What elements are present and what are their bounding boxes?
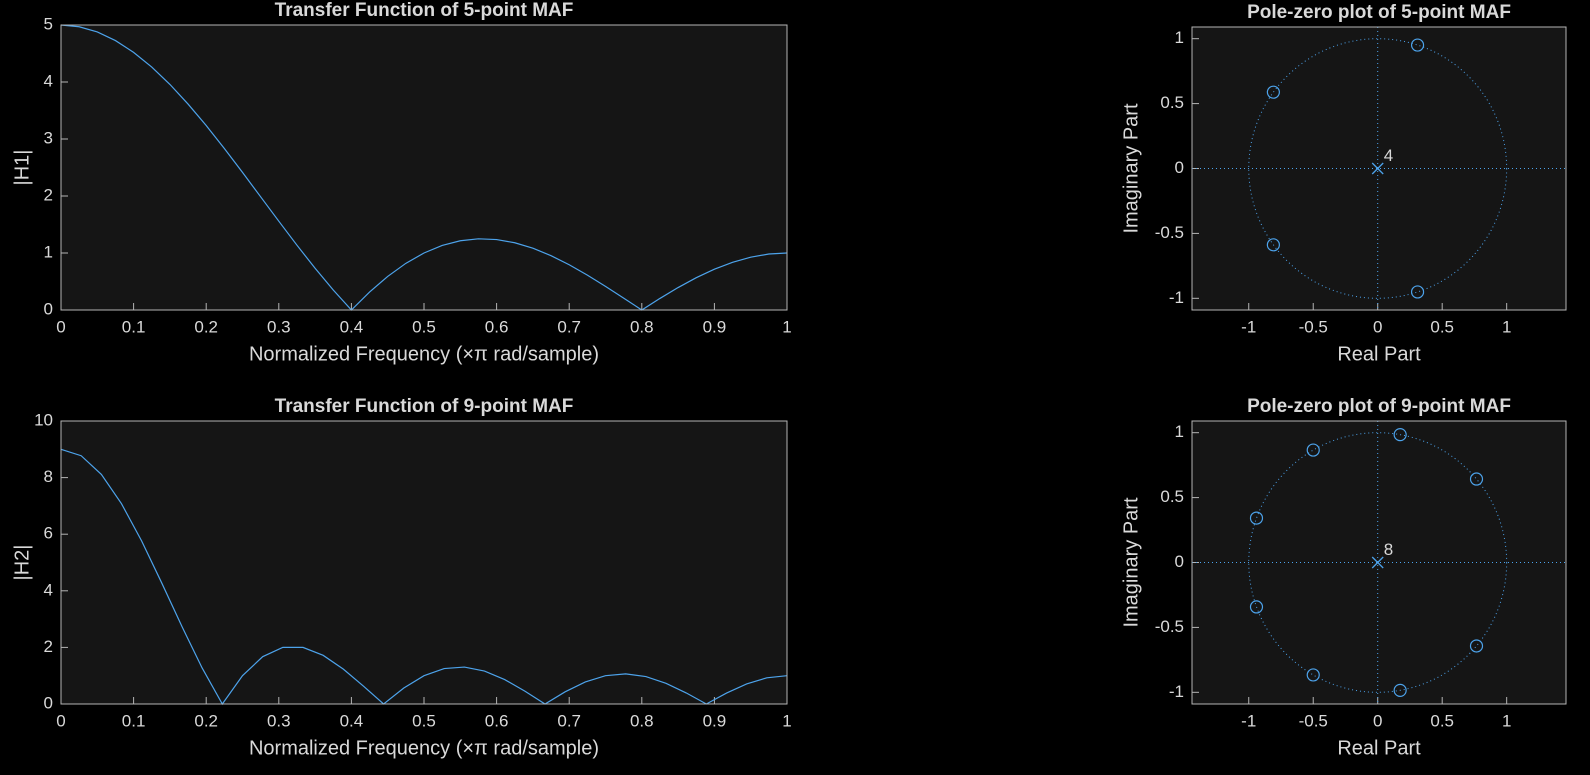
zero-marker (1469, 472, 1484, 486)
zero-marker (1393, 683, 1407, 697)
y-tick-label: 0 (44, 299, 53, 318)
zero-marker (1410, 285, 1425, 299)
y-tick-label: 2 (44, 637, 53, 656)
x-tick-label: 0.3 (267, 317, 291, 336)
x-tick-label: 0.6 (485, 711, 509, 730)
y-tick-label: 1 (1175, 422, 1184, 441)
zero-marker (1469, 639, 1484, 653)
zero-marker (1393, 428, 1407, 442)
y-tick-label: 5 (44, 14, 53, 33)
y-tick-label: -0.5 (1155, 223, 1184, 242)
x-tick-label: 0 (56, 711, 65, 730)
axes-box (1191, 26, 1567, 311)
y-tick-label: 8 (44, 467, 53, 486)
x-tick-label: 0.7 (557, 711, 581, 730)
unit-circle (1248, 432, 1508, 693)
zero-marker (1266, 238, 1280, 252)
y-tick-label: 0 (44, 693, 53, 712)
pole-marker (1371, 556, 1384, 569)
y-tick-label: -0.5 (1155, 617, 1184, 636)
x-axis-label: Real Part (1337, 737, 1421, 759)
y-axis-label: Imaginary Part (1120, 497, 1142, 627)
zero-marker (1249, 511, 1264, 525)
x-tick-label: -0.5 (1299, 317, 1328, 336)
axes-box (60, 420, 788, 705)
x-tick-label: 1 (1502, 711, 1511, 730)
x-tick-label: 0.4 (340, 711, 364, 730)
x-tick-label: 0.9 (703, 711, 727, 730)
x-tick-label: 0.3 (267, 711, 291, 730)
x-tick-label: 0 (56, 317, 65, 336)
pole-marker (1371, 162, 1384, 175)
y-tick-label: -1 (1169, 288, 1184, 307)
axes-background (1192, 27, 1566, 310)
chart-title: Pole-zero plot of 9-point MAF (1247, 396, 1511, 417)
zero-marker (1266, 85, 1280, 99)
zero-marker (1249, 600, 1264, 614)
x-tick-label: -1 (1241, 711, 1256, 730)
chart-title: Pole-zero plot of 5-point MAF (1247, 2, 1511, 23)
zero-marker (1306, 443, 1320, 457)
chart-title: Transfer Function of 5-point MAF (275, 0, 574, 21)
x-tick-label: 1 (782, 711, 791, 730)
y-tick-label: 1 (44, 242, 53, 261)
x-tick-label: 1 (782, 317, 791, 336)
y-tick-label: 0 (1175, 552, 1184, 571)
axes-background (1192, 421, 1566, 704)
x-tick-label: -0.5 (1299, 711, 1328, 730)
x-axis-label: Normalized Frequency (×π rad/sample) (249, 737, 599, 759)
y-tick-label: 10 (34, 410, 53, 429)
y-tick-label: 2 (44, 185, 53, 204)
x-tick-label: 0.5 (412, 711, 436, 730)
y-tick-label: 6 (44, 524, 53, 543)
pole-multiplicity: 4 (1384, 146, 1393, 165)
y-axis-label: Imaginary Part (1120, 103, 1142, 233)
unit-circle (1248, 38, 1508, 299)
x-tick-label: 0.1 (122, 711, 146, 730)
x-tick-label: 1 (1502, 317, 1511, 336)
y-axis-label: |H2| (11, 545, 33, 581)
x-axis-label: Normalized Frequency (×π rad/sample) (249, 343, 599, 365)
axes-box (1191, 420, 1567, 705)
y-tick-label: 3 (44, 128, 53, 147)
x-tick-label: 0.5 (1430, 317, 1454, 336)
x-tick-label: 0 (1373, 711, 1382, 730)
y-axis-label: |H1| (11, 150, 33, 186)
x-tick-label: 0.9 (703, 317, 727, 336)
x-tick-label: 0.6 (485, 317, 509, 336)
zero-marker (1306, 668, 1320, 682)
y-tick-label: 0.5 (1160, 93, 1184, 112)
x-tick-label: 0.1 (122, 317, 146, 336)
x-tick-label: 0.7 (557, 317, 581, 336)
x-tick-label: 0.8 (630, 317, 654, 336)
y-tick-label: 4 (44, 71, 53, 90)
axes-background (61, 421, 787, 704)
y-tick-label: 1 (1175, 28, 1184, 47)
chart-title: Transfer Function of 9-point MAF (275, 396, 574, 417)
y-tick-label: 0 (1175, 158, 1184, 177)
x-tick-label: 0.2 (194, 711, 218, 730)
x-tick-label: -1 (1241, 317, 1256, 336)
x-tick-label: 0.5 (412, 317, 436, 336)
pole-multiplicity: 8 (1384, 540, 1393, 559)
x-axis-label: Real Part (1337, 343, 1421, 365)
response-line (60, 448, 788, 706)
x-tick-label: 0.4 (340, 317, 364, 336)
response-line (60, 24, 788, 311)
x-tick-label: 0.2 (194, 317, 218, 336)
x-tick-label: 0.5 (1430, 711, 1454, 730)
y-tick-label: 4 (44, 580, 53, 599)
x-tick-label: 0.8 (630, 711, 654, 730)
y-tick-label: 0.5 (1160, 487, 1184, 506)
y-tick-label: -1 (1169, 682, 1184, 701)
zero-marker (1410, 38, 1425, 52)
axes-box (60, 24, 788, 311)
axes-background (61, 25, 787, 310)
x-tick-label: 0 (1373, 317, 1382, 336)
